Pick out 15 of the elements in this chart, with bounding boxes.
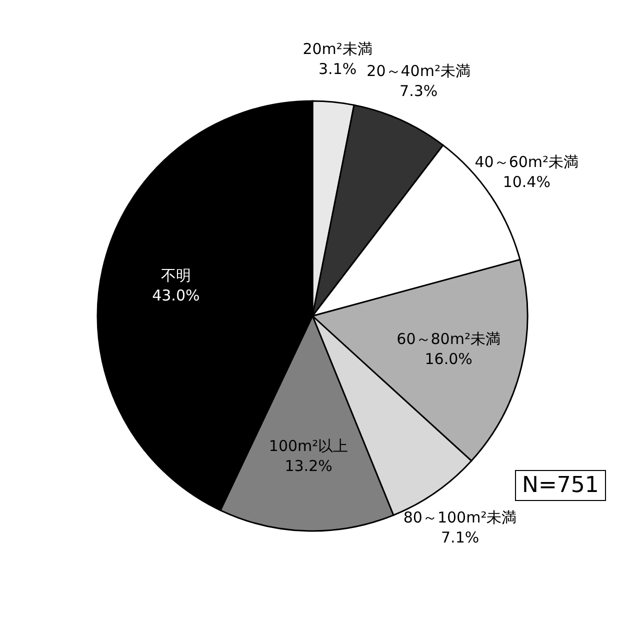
data-label: 16.0% (424, 350, 472, 368)
slice-label: 60～80m²未満 (396, 330, 500, 348)
slice-label: 100m²以上 (268, 436, 348, 455)
data-label: 7.1% (441, 528, 480, 547)
data-label: 10.4% (502, 173, 550, 192)
slice-label: 20m²未満 (302, 40, 372, 58)
data-label: 43.0% (152, 286, 200, 304)
data-label: 3.1% (318, 60, 357, 78)
data-label: 13.2% (284, 456, 332, 475)
data-label: 7.3% (400, 82, 438, 100)
slice-label: 20～40m²未満 (366, 62, 470, 80)
slice-label: 80～100m²未満 (403, 508, 517, 527)
slice-label: 40～60m²未満 (474, 153, 579, 172)
slice-label: 不明 (160, 266, 191, 284)
text: N=751 (515, 470, 606, 501)
